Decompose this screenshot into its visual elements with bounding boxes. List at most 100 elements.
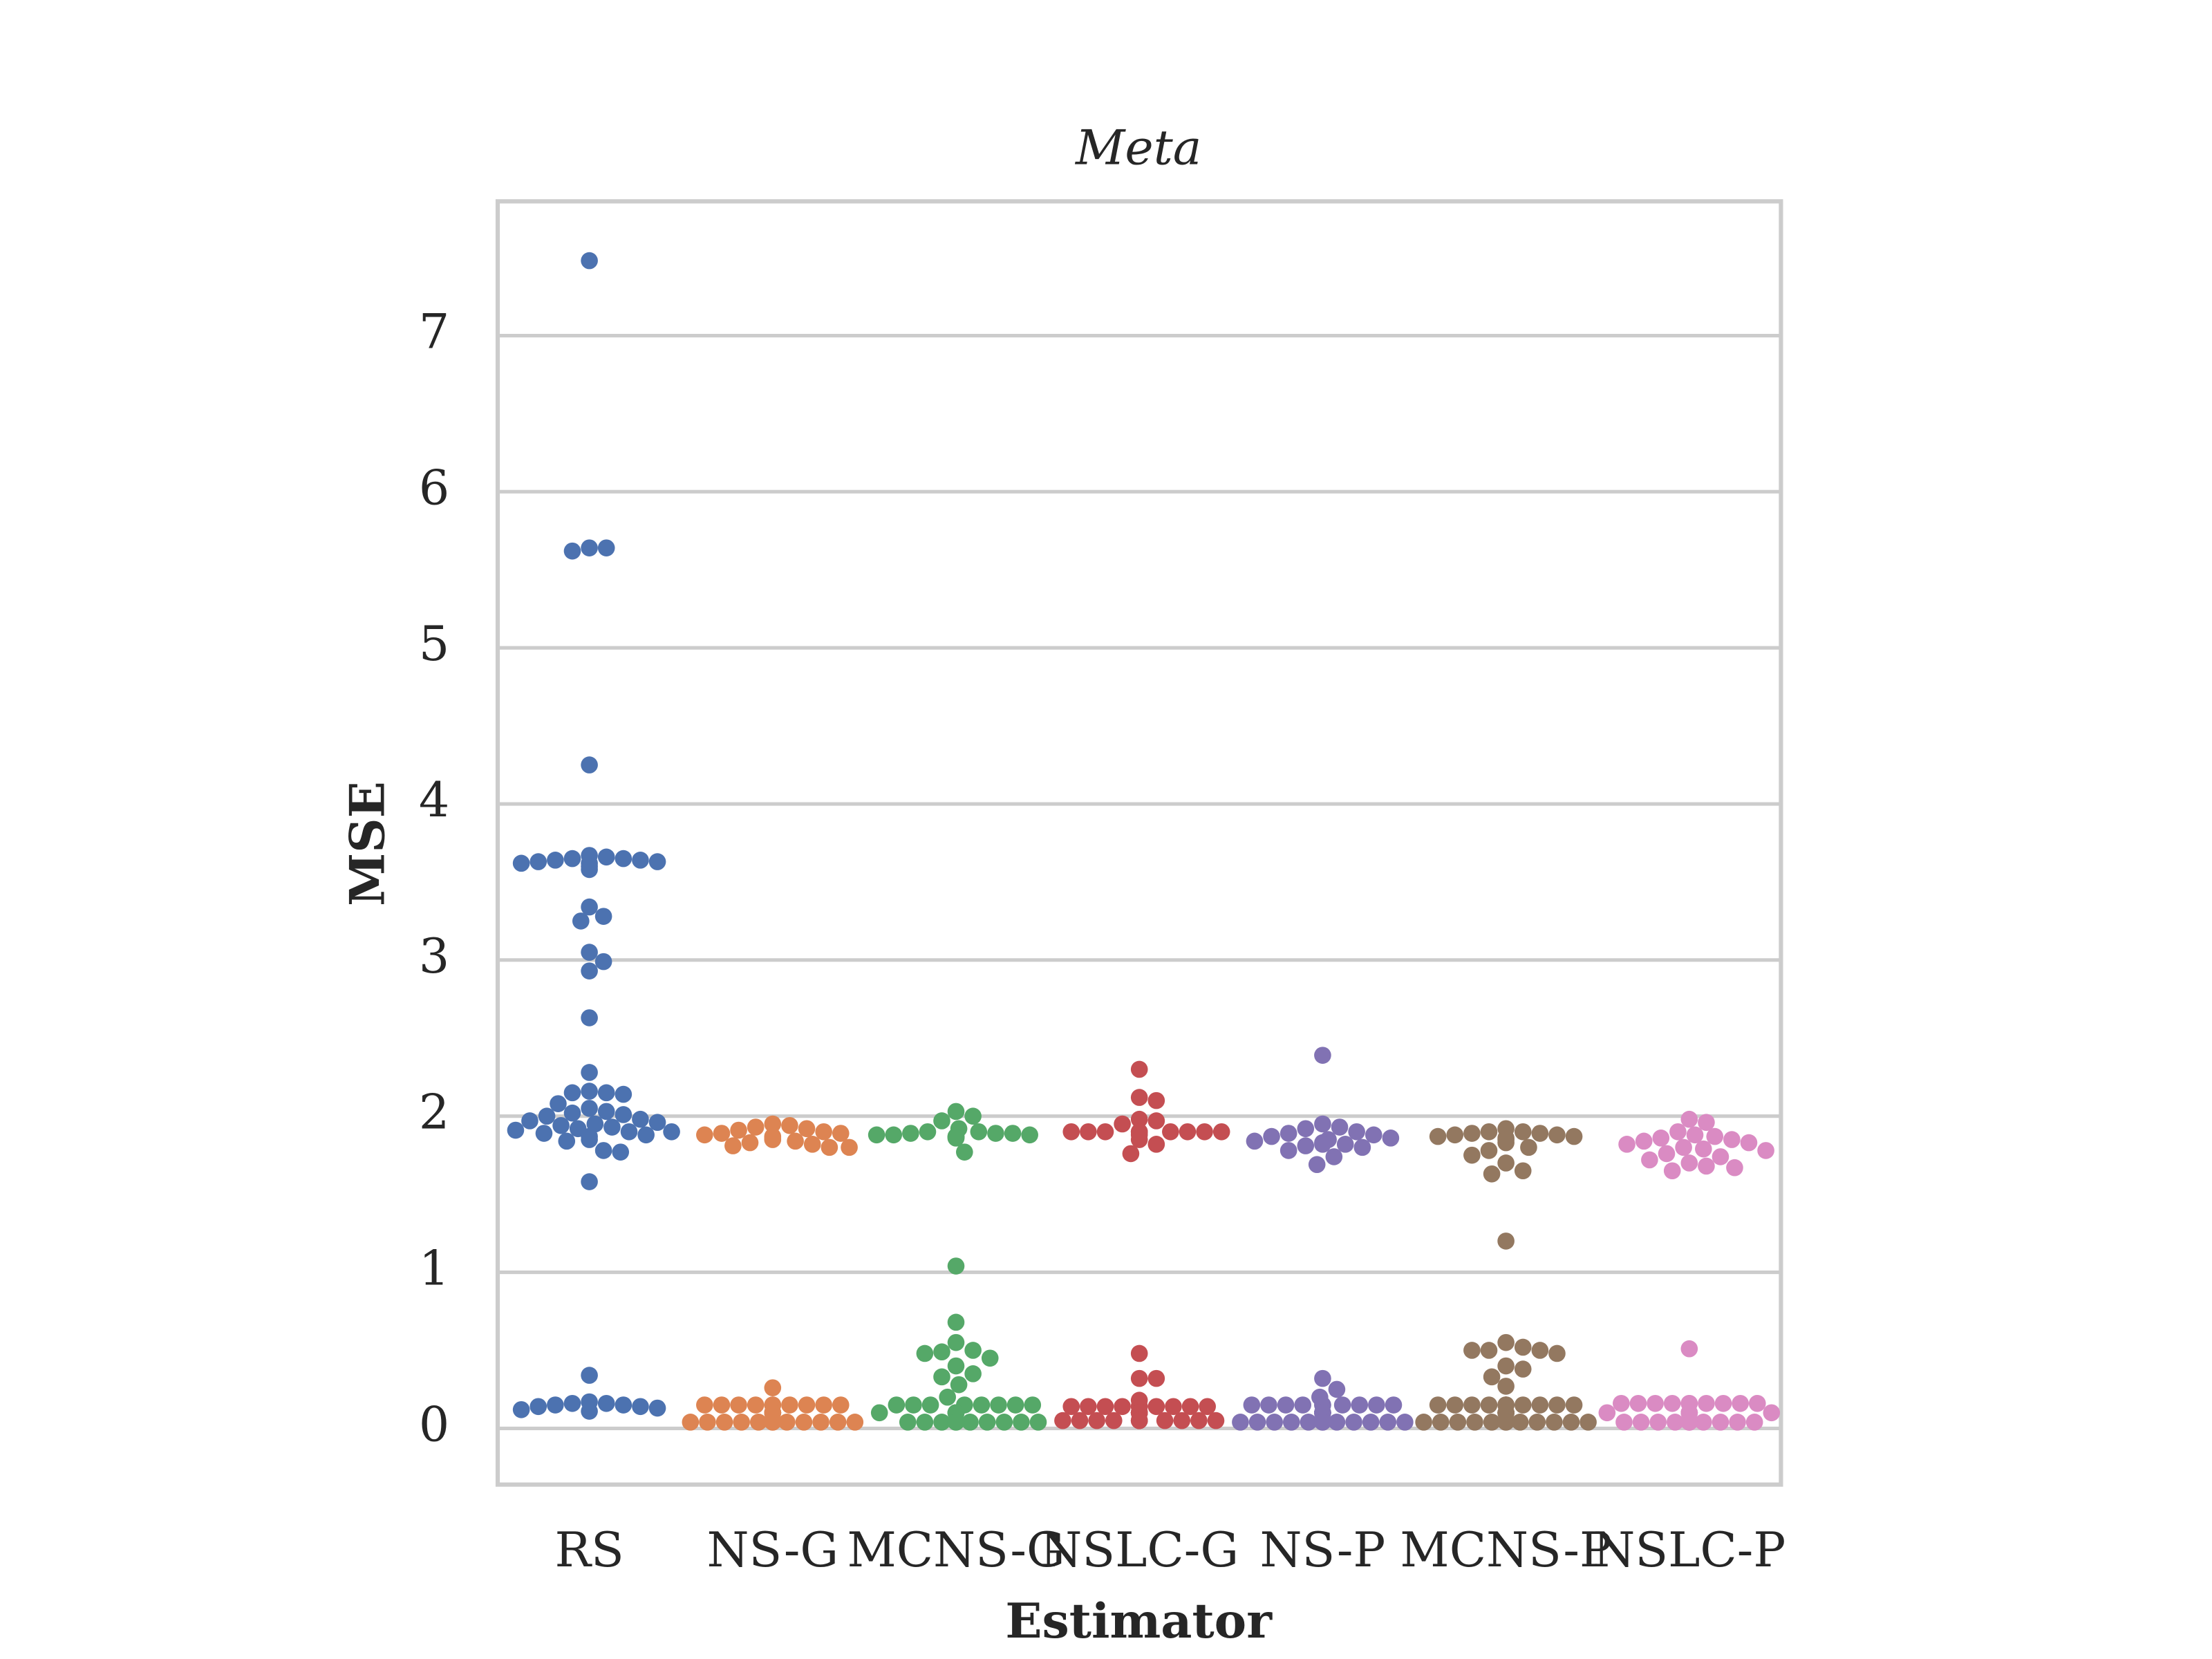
- point: [563, 1394, 581, 1412]
- point: [1173, 1412, 1191, 1430]
- point: [1686, 1126, 1704, 1144]
- point: [1147, 1136, 1165, 1153]
- point: [1029, 1414, 1047, 1431]
- point: [815, 1123, 832, 1141]
- point: [1297, 1137, 1315, 1154]
- point: [798, 1120, 816, 1138]
- point: [1179, 1123, 1197, 1141]
- point: [550, 1095, 567, 1112]
- point: [947, 1357, 965, 1375]
- point: [632, 1110, 649, 1128]
- point: [803, 1136, 821, 1153]
- point: [529, 853, 547, 870]
- point: [1314, 1369, 1331, 1387]
- point: [1745, 1414, 1763, 1431]
- point: [648, 1399, 666, 1417]
- point: [558, 1132, 576, 1150]
- point: [947, 1313, 965, 1331]
- point: [1514, 1396, 1532, 1414]
- point: [1729, 1414, 1746, 1431]
- point: [581, 1082, 598, 1100]
- point: [1396, 1414, 1414, 1431]
- point: [521, 1112, 538, 1130]
- point: [1706, 1127, 1724, 1145]
- y-tick-label: 2: [419, 1085, 449, 1141]
- point: [919, 1123, 937, 1141]
- point: [947, 1333, 965, 1351]
- point: [1647, 1394, 1664, 1412]
- point: [1463, 1146, 1481, 1164]
- point: [1385, 1396, 1403, 1414]
- point: [1635, 1132, 1653, 1150]
- point: [1379, 1414, 1397, 1431]
- point: [512, 854, 530, 872]
- point: [1598, 1404, 1616, 1422]
- point: [888, 1396, 906, 1414]
- point: [1114, 1398, 1131, 1416]
- point: [1122, 1145, 1140, 1163]
- point: [1130, 1089, 1148, 1106]
- point: [1165, 1398, 1182, 1416]
- y-tick-label: 4: [419, 772, 449, 828]
- point: [1548, 1396, 1566, 1414]
- point: [1260, 1396, 1277, 1414]
- point: [724, 1137, 742, 1154]
- point: [581, 944, 598, 961]
- point: [1280, 1125, 1297, 1142]
- point: [699, 1414, 716, 1431]
- point: [581, 861, 598, 879]
- point: [1345, 1414, 1362, 1431]
- point: [581, 252, 598, 270]
- point: [921, 1396, 939, 1414]
- point: [535, 1125, 553, 1142]
- point: [812, 1414, 830, 1431]
- point: [632, 852, 649, 869]
- point: [1712, 1414, 1730, 1431]
- point: [581, 756, 598, 774]
- point: [868, 1126, 885, 1144]
- point: [1680, 1110, 1698, 1128]
- point: [1308, 1156, 1326, 1174]
- y-tick-label: 7: [419, 304, 449, 360]
- point: [1666, 1414, 1684, 1431]
- point: [1207, 1412, 1225, 1430]
- point: [1698, 1114, 1715, 1132]
- point: [552, 1116, 570, 1134]
- point: [563, 542, 581, 560]
- point: [581, 539, 598, 556]
- point: [1300, 1414, 1318, 1431]
- point: [1629, 1394, 1647, 1412]
- point: [1732, 1394, 1749, 1412]
- point: [733, 1414, 750, 1431]
- point: [1698, 1157, 1715, 1175]
- point: [1528, 1414, 1546, 1431]
- point: [1531, 1125, 1549, 1142]
- point: [1497, 1378, 1515, 1395]
- point: [1514, 1162, 1532, 1180]
- point: [1432, 1414, 1450, 1431]
- point: [615, 1085, 632, 1103]
- point: [1006, 1396, 1024, 1414]
- point: [1511, 1414, 1529, 1431]
- point: [1062, 1398, 1080, 1416]
- point: [597, 539, 615, 556]
- x-tick-label: MCNS-G: [847, 1522, 1065, 1578]
- point: [841, 1138, 858, 1156]
- point: [615, 850, 632, 868]
- point: [1130, 1344, 1148, 1362]
- point: [1429, 1396, 1447, 1414]
- point: [1565, 1396, 1583, 1414]
- point: [1196, 1123, 1213, 1141]
- point: [1514, 1123, 1532, 1141]
- point: [1336, 1136, 1354, 1153]
- point: [1520, 1138, 1537, 1156]
- point: [1562, 1414, 1580, 1431]
- x-axis-label: Estimator: [1005, 1593, 1273, 1649]
- point: [747, 1396, 765, 1414]
- point: [1280, 1142, 1297, 1159]
- point: [563, 1104, 581, 1122]
- point: [1147, 1398, 1165, 1416]
- point: [507, 1121, 525, 1139]
